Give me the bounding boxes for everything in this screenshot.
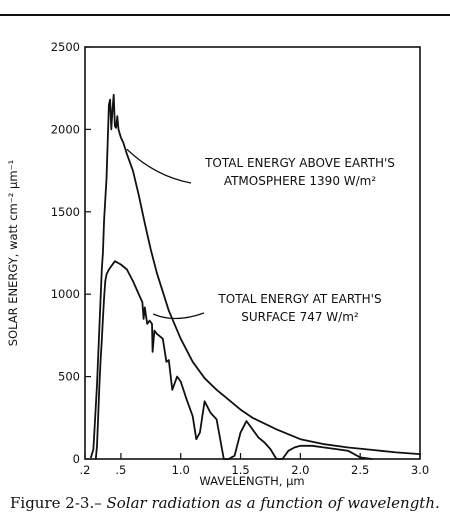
annotation-text: TOTAL ENERGY AT EARTH'S (217, 292, 381, 306)
y-tick-label: 1500 (51, 205, 80, 219)
x-tick-label: 1.0 (172, 463, 190, 477)
y-tick-label: 2500 (51, 40, 80, 54)
annotation-leader (126, 148, 192, 184)
top-rule (0, 14, 450, 16)
annotation-leader (152, 312, 205, 320)
x-tick-label: 2.5 (351, 463, 369, 477)
x-tick-label: .5 (115, 463, 126, 477)
annotation-text: ATMOSPHERE 1390 W/m² (224, 174, 377, 188)
y-tick-label: 2000 (51, 122, 80, 136)
y-tick-label: 1000 (51, 287, 80, 301)
y-tick-label: 500 (58, 370, 80, 384)
y-axis-ticks: 0 500 1000 1500 2000 2500 (51, 40, 91, 466)
caption-prefix: Figure 2-3.– (10, 494, 102, 512)
figure-caption: Figure 2-3.– Solar radiation as a functi… (10, 494, 446, 512)
caption-text: Solar radiation as a function of wavelen… (101, 494, 440, 512)
x-tick-label: 2.0 (291, 463, 309, 477)
y-axis-label: SOLAR ENERGY, watt cm⁻² µm⁻¹ (6, 160, 20, 347)
plot-frame (84, 46, 421, 460)
x-tick-label: .2 (80, 463, 91, 477)
series-layer (90, 93, 421, 460)
series-line-above (90, 93, 421, 459)
x-tick-label: 3.0 (411, 463, 429, 477)
annotation-text: SURFACE 747 W/m² (241, 310, 359, 324)
annotation-layer: TOTAL ENERGY ABOVE EARTH'S ATMOSPHERE 139… (126, 148, 395, 324)
annotation-text: TOTAL ENERGY ABOVE EARTH'S (204, 156, 395, 170)
series-line-surface (94, 260, 374, 460)
x-axis-label: WAVELENGTH, µm (199, 474, 304, 488)
x-tick-label: 1.5 (231, 463, 249, 477)
y-tick-label: 0 (73, 452, 80, 466)
